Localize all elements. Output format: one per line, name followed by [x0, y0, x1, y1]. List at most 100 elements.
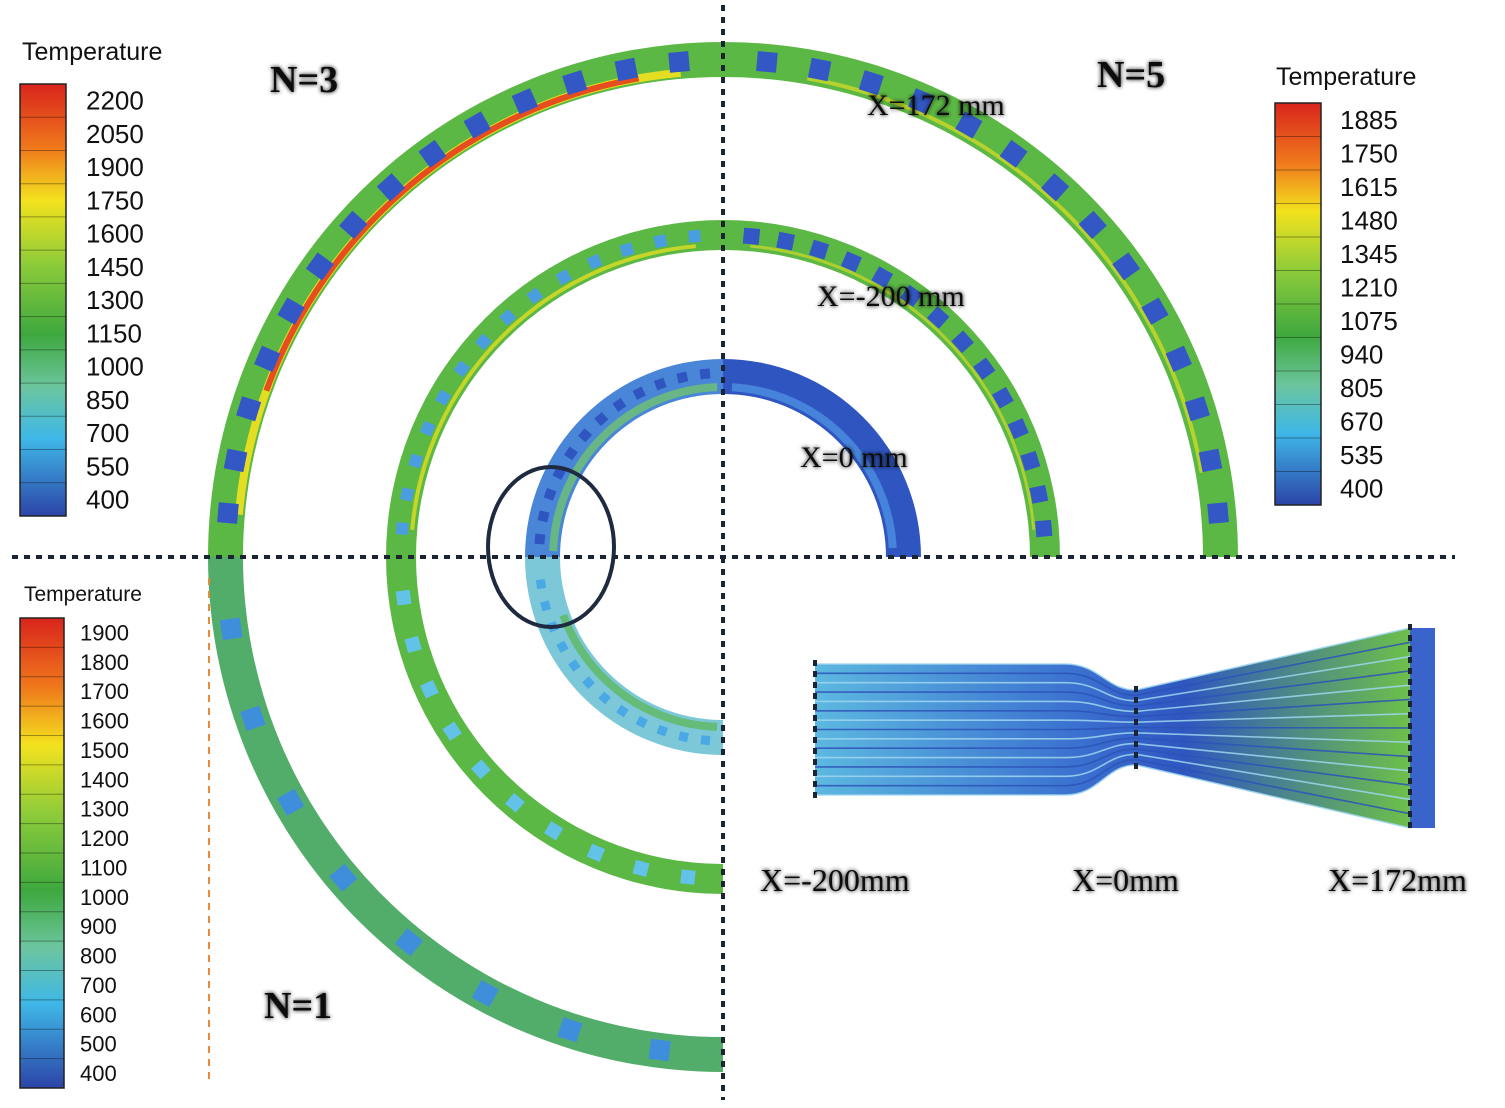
cooling-hole — [376, 173, 406, 202]
cooling-hole — [908, 88, 935, 115]
legend-colorbar — [19, 83, 67, 517]
ring-outer-n1 — [208, 557, 723, 1072]
legend-tick: 400 — [1340, 473, 1383, 503]
legend-tick: 1700 — [80, 679, 129, 704]
cooling-hole — [632, 859, 650, 877]
ring-middle-n3 — [386, 220, 723, 557]
cooling-hole — [594, 411, 609, 427]
cooling-hole — [395, 589, 412, 606]
cooling-hole — [1040, 173, 1070, 202]
cooling-hole — [1078, 210, 1107, 240]
legend-tick: 1800 — [80, 650, 129, 675]
cooling-hole — [632, 386, 646, 400]
cooling-hole — [648, 1038, 671, 1062]
cooling-hole — [809, 239, 830, 260]
cooling-hole — [1112, 252, 1141, 281]
hot-zone-outer-n3-core — [263, 75, 640, 392]
cooling-hole — [840, 251, 862, 273]
cooling-hole — [700, 735, 711, 746]
cooling-hole — [577, 428, 593, 443]
nozzle-streamline — [815, 753, 1411, 801]
cooling-hole — [217, 502, 239, 524]
nozzle-streamline — [815, 758, 1411, 815]
cooling-hole — [612, 397, 627, 412]
cooling-hole — [900, 284, 923, 307]
cooling-hole — [511, 88, 538, 115]
nozzle-streamline — [815, 748, 1411, 786]
legend-n1: Temperature 1900 1800 1700 1600 1500 1400 1300 1… — [19, 583, 142, 1089]
cooling-hole — [537, 510, 550, 523]
cooling-hole — [653, 377, 667, 391]
legend-tick: 1600 — [86, 219, 144, 249]
legend-tick: 400 — [86, 484, 129, 514]
label-n5: N=5 — [1097, 54, 1165, 96]
legend-tick: 700 — [80, 973, 117, 998]
cooling-hole — [556, 640, 569, 653]
ring-label-x0: X=0 mm — [800, 441, 908, 474]
cooling-hole — [1165, 345, 1192, 372]
cooling-hole — [742, 227, 761, 245]
cooling-hole — [991, 386, 1014, 409]
cooling-hole — [562, 70, 588, 96]
legend-tick: 900 — [80, 914, 117, 939]
legend-tick: 1345 — [1340, 239, 1398, 269]
cooling-hole — [419, 420, 436, 437]
legend-tick: 1150 — [86, 318, 142, 348]
cooling-hole — [951, 330, 974, 354]
legend-title: Temperature — [22, 38, 162, 66]
cooling-hole — [463, 111, 491, 139]
cooling-hole — [526, 287, 544, 305]
section-label-x0: X=0mm — [1072, 862, 1179, 898]
cooling-hole — [534, 533, 546, 545]
cooling-hole — [395, 522, 409, 536]
legend-tick: 1480 — [1340, 205, 1398, 235]
cooling-hole — [635, 716, 648, 729]
cooling-hole — [277, 788, 305, 816]
cooling-hole — [400, 487, 415, 502]
nozzle-streamline — [815, 655, 1411, 702]
legend-tick: 1615 — [1340, 172, 1398, 202]
ring-outer-n3 — [208, 42, 723, 557]
label-n3: N=3 — [270, 59, 338, 101]
cooling-hole — [1198, 448, 1223, 473]
legend-colorbar — [1274, 102, 1322, 506]
cooling-hole — [394, 928, 424, 957]
legend-tick: 1900 — [86, 152, 144, 182]
cooling-hole — [277, 297, 305, 325]
cooling-hole — [471, 979, 499, 1008]
cooling-hole — [871, 266, 894, 289]
nozzle-streamline — [815, 726, 1411, 731]
cooling-hole — [1207, 502, 1229, 524]
legend-title: Temperature — [24, 583, 142, 606]
legend-tick: 1000 — [80, 885, 129, 910]
legend-tick: 1600 — [80, 709, 129, 734]
cooling-hole — [776, 231, 796, 251]
cooling-hole — [858, 70, 884, 96]
legend-tick: 535 — [1340, 440, 1383, 470]
cooling-hole — [540, 600, 552, 612]
nozzle-profile — [813, 624, 1435, 832]
cooling-hole — [453, 360, 471, 378]
cooling-hole — [614, 57, 639, 82]
cooling-hole — [563, 446, 578, 461]
hot-zone-middle-n5 — [750, 244, 1036, 530]
cooling-hole — [616, 704, 629, 718]
cooling-hole — [240, 705, 266, 731]
legend-tick: 1900 — [80, 620, 129, 645]
legend-tick: 805 — [1340, 373, 1383, 403]
cooling-hole — [678, 731, 689, 743]
cooling-hole — [434, 389, 452, 406]
legend-tick: 500 — [80, 1032, 117, 1057]
cooling-hole — [926, 306, 950, 329]
legend-tick: 850 — [86, 385, 129, 415]
inner-n3-green-band — [549, 383, 718, 552]
legend-tick: 1750 — [1340, 138, 1398, 168]
cooling-hole — [1007, 418, 1029, 440]
cooling-hole — [305, 252, 334, 281]
cooling-hole — [955, 111, 983, 139]
legend-tick: 550 — [86, 451, 129, 481]
ring-cross-sections — [208, 42, 1238, 1072]
cooling-hole — [339, 210, 368, 240]
legend-tick: 400 — [80, 1061, 117, 1086]
